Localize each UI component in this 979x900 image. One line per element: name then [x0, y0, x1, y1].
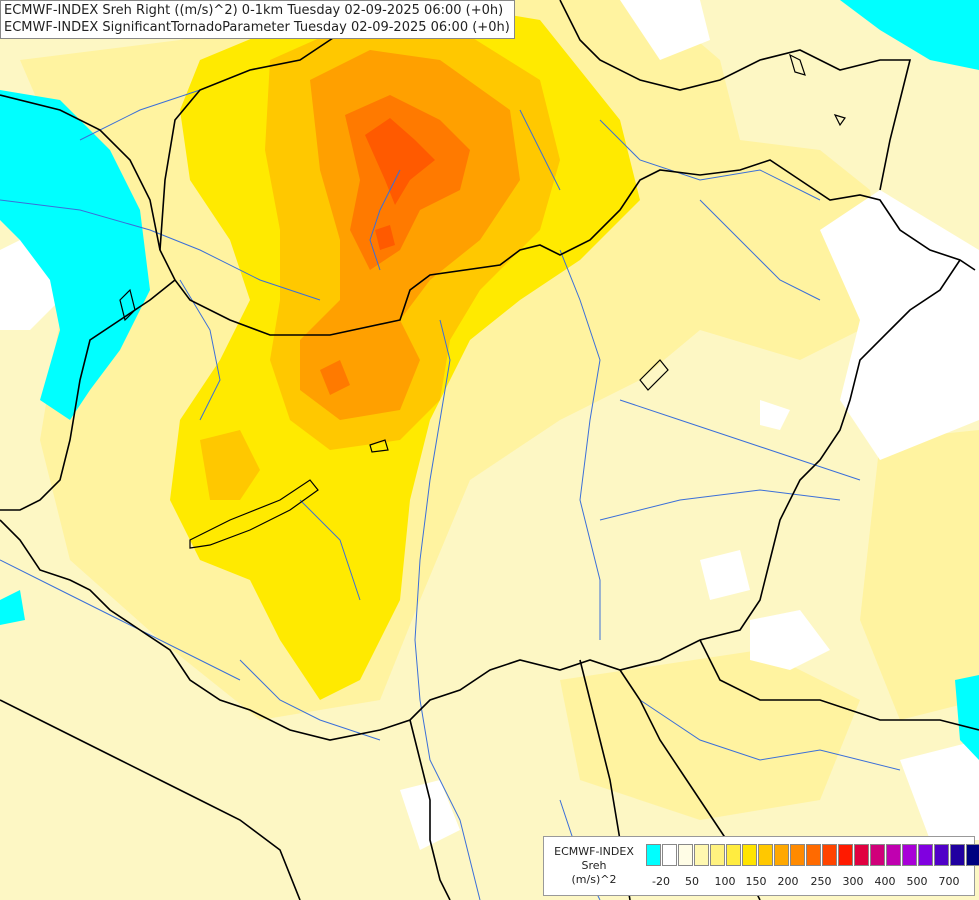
legend-swatch — [646, 844, 661, 866]
legend-swatch — [934, 844, 949, 866]
map-title-box: ECMWF-INDEX Sreh Right ((m/s)^2) 0-1km T… — [0, 0, 515, 39]
sreh-cyan-areas — [0, 0, 979, 760]
legend-swatch — [758, 844, 773, 866]
legend-swatch — [710, 844, 725, 866]
map-title-line-2: ECMWF-INDEX SignificantTornadoParameter … — [4, 20, 510, 35]
legend-swatch — [918, 844, 933, 866]
legend-tick-label: 250 — [810, 875, 832, 888]
legend-title-line-3: (m/s)^2 — [571, 873, 617, 886]
legend-swatch — [886, 844, 901, 866]
sreh-red-orange-core — [365, 118, 435, 250]
legend-title-line-1: ECMWF-INDEX — [554, 845, 634, 858]
legend-swatch — [790, 844, 805, 866]
legend-swatch — [774, 844, 789, 866]
legend-tick-labels: -20 50 100 150 200 250 300 400 500 700 — [544, 875, 976, 889]
legend-swatch — [742, 844, 757, 866]
color-legend: ECMWF-INDEX Sreh (m/s)^2 -20 50 100 150 200 2… — [543, 836, 979, 896]
legend-tick-label: 100 — [714, 875, 736, 888]
legend-swatch — [806, 844, 821, 866]
legend-title-line-2: Sreh — [581, 859, 607, 872]
legend-tick-label: 700 — [938, 875, 960, 888]
legend-tick-label: 300 — [842, 875, 864, 888]
legend-swatch — [726, 844, 741, 866]
map-title-line-1: ECMWF-INDEX Sreh Right ((m/s)^2) 0-1km T… — [4, 3, 504, 18]
lakes — [119, 53, 846, 549]
rivers — [0, 89, 901, 900]
legend-color-bar — [646, 844, 979, 866]
legend-swatch — [694, 844, 709, 866]
legend-swatch — [678, 844, 693, 866]
legend-swatch — [950, 844, 965, 866]
legend-tick-label: 50 — [685, 875, 699, 888]
legend-swatch — [902, 844, 917, 866]
legend-tick-label: 500 — [906, 875, 928, 888]
legend-swatch — [854, 844, 869, 866]
legend-swatch — [662, 844, 677, 866]
legend-tick-label: 400 — [874, 875, 896, 888]
legend-swatch — [870, 844, 885, 866]
legend-tick-label: -20 — [652, 875, 670, 888]
legend-tick-label: 200 — [777, 875, 799, 888]
legend-swatch — [822, 844, 837, 866]
legend-tick-label: 150 — [745, 875, 767, 888]
legend-swatch — [966, 844, 979, 866]
legend-swatch — [838, 844, 853, 866]
sreh-white-areas — [0, 0, 979, 850]
legend-title: ECMWF-INDEX Sreh (m/s)^2 — [548, 845, 640, 887]
